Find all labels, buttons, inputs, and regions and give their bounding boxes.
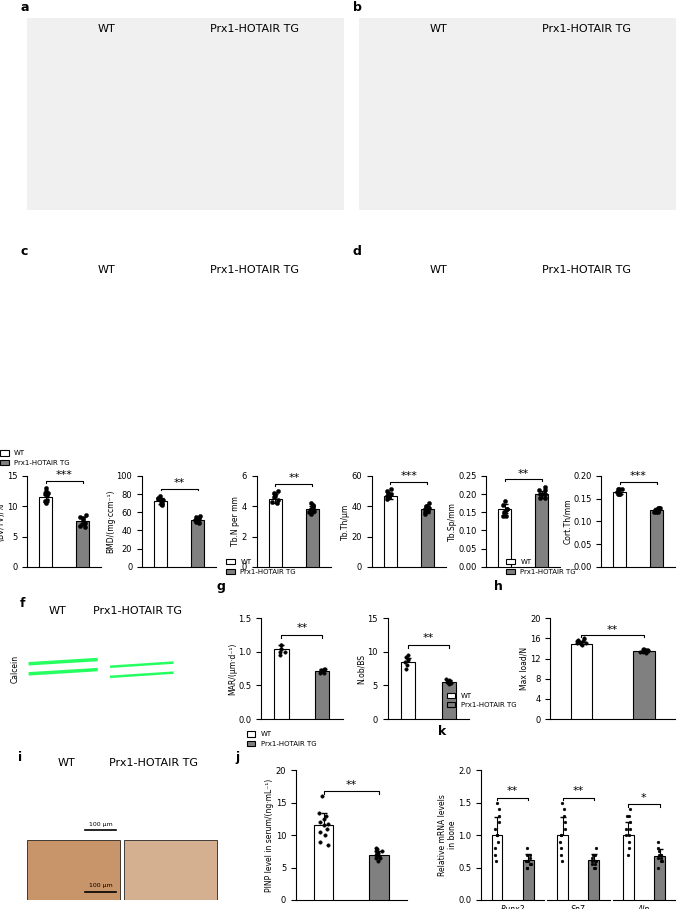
Text: Prx1-HOTAIR TG: Prx1-HOTAIR TG	[93, 606, 181, 616]
Y-axis label: PINP level in serum/(ng·mL⁻¹): PINP level in serum/(ng·mL⁻¹)	[265, 778, 274, 892]
Legend: WT, Prx1-HOTAIR TG: WT, Prx1-HOTAIR TG	[444, 690, 519, 711]
Legend: WT, Prx1-HOTAIR TG: WT, Prx1-HOTAIR TG	[244, 729, 319, 750]
Text: Prx1-HOTAIR TG: Prx1-HOTAIR TG	[542, 265, 631, 275]
Text: **: **	[518, 468, 529, 478]
Bar	[27, 840, 120, 900]
Bar	[306, 509, 319, 567]
Bar	[191, 520, 204, 567]
Bar	[589, 860, 599, 900]
Text: Calcein: Calcein	[10, 654, 20, 683]
Bar	[523, 860, 534, 900]
Bar	[499, 509, 512, 567]
Text: **: **	[423, 634, 434, 644]
Y-axis label: Tb.N per mm: Tb.N per mm	[231, 496, 240, 546]
Text: d: d	[353, 245, 361, 258]
Text: h: h	[494, 580, 503, 594]
Text: 100 μm: 100 μm	[89, 883, 113, 888]
Bar	[124, 840, 218, 900]
Bar	[124, 905, 218, 909]
Y-axis label: Tb.Sp/mm: Tb.Sp/mm	[448, 502, 457, 541]
Text: **: **	[507, 786, 518, 796]
Text: Prx1-HOTAIR TG: Prx1-HOTAIR TG	[210, 265, 299, 275]
Text: 0.5 mm: 0.5 mm	[291, 405, 323, 414]
Text: Prx1-HOTAIR TG: Prx1-HOTAIR TG	[542, 24, 631, 34]
Bar	[154, 502, 167, 567]
Y-axis label: MAR/(μm·d⁻¹): MAR/(μm·d⁻¹)	[228, 643, 237, 694]
Text: **: **	[296, 623, 308, 633]
Text: k: k	[438, 725, 446, 738]
Bar	[492, 835, 503, 900]
Text: ***: ***	[400, 471, 417, 481]
Bar	[557, 835, 568, 900]
Y-axis label: Cort.Th/mm: Cort.Th/mm	[563, 499, 572, 544]
Text: Prx1-HOTAIR TG: Prx1-HOTAIR TG	[210, 24, 299, 34]
Text: **: **	[346, 780, 357, 790]
Text: a: a	[21, 1, 29, 15]
Text: b: b	[353, 1, 361, 15]
Text: 100 μm: 100 μm	[89, 822, 113, 827]
Text: WT: WT	[57, 758, 75, 768]
Y-axis label: N.ob/BS: N.ob/BS	[357, 654, 366, 684]
Text: i: i	[18, 751, 22, 764]
Text: c: c	[21, 245, 29, 258]
Legend: WT, Prx1-HOTAIR TG: WT, Prx1-HOTAIR TG	[504, 556, 579, 577]
Text: **: **	[573, 786, 584, 796]
Bar	[613, 492, 626, 567]
Bar	[442, 682, 456, 719]
Text: 20 μm: 20 μm	[134, 702, 157, 708]
Text: **: **	[173, 477, 185, 487]
Bar	[384, 495, 397, 567]
Text: 0.5 mm: 0.5 mm	[623, 403, 655, 412]
Bar	[369, 854, 389, 900]
Text: f: f	[20, 597, 25, 610]
Text: WT: WT	[98, 24, 115, 34]
Bar	[314, 825, 333, 900]
Text: **: **	[607, 625, 619, 635]
Y-axis label: (BV/TV)/%: (BV/TV)/%	[0, 502, 5, 541]
Legend: WT, Prx1-HOTAIR TG: WT, Prx1-HOTAIR TG	[0, 447, 72, 468]
Bar	[40, 497, 53, 567]
Text: ***: ***	[56, 470, 73, 480]
Y-axis label: Max load/N: Max load/N	[520, 647, 529, 690]
Bar	[571, 644, 593, 719]
Bar	[274, 648, 288, 719]
Text: j: j	[235, 751, 239, 764]
Bar	[421, 509, 434, 567]
Text: ***: ***	[629, 471, 647, 481]
Bar	[535, 494, 548, 567]
Bar	[27, 905, 120, 909]
Bar	[401, 662, 415, 719]
Text: WT: WT	[98, 265, 115, 275]
Text: *: *	[641, 793, 647, 803]
Bar	[269, 499, 282, 567]
Bar	[650, 510, 663, 567]
Y-axis label: Tb.Th/μm: Tb.Th/μm	[341, 504, 350, 540]
Bar	[654, 856, 665, 900]
Text: WT: WT	[429, 265, 447, 275]
Bar	[623, 835, 634, 900]
Text: g: g	[216, 580, 225, 594]
Y-axis label: BMD/(mg·ccm⁻¹): BMD/(mg·ccm⁻¹)	[106, 490, 115, 554]
Text: WT: WT	[429, 24, 447, 34]
Bar	[76, 522, 89, 567]
Legend: WT, Prx1-HOTAIR TG: WT, Prx1-HOTAIR TG	[224, 556, 299, 577]
Text: WT: WT	[49, 606, 67, 616]
Text: Prx1-HOTAIR TG: Prx1-HOTAIR TG	[108, 758, 198, 768]
Bar	[633, 651, 655, 719]
Y-axis label: Relative mRNA levels
in bone: Relative mRNA levels in bone	[438, 794, 457, 876]
Bar	[315, 671, 329, 719]
Text: **: **	[288, 473, 299, 483]
